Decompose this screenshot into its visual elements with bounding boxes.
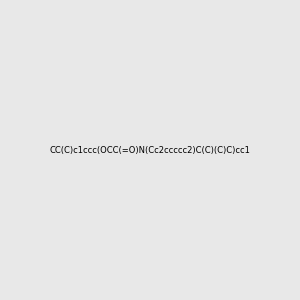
Text: CC(C)c1ccc(OCC(=O)N(Cc2ccccc2)C(C)(C)C)cc1: CC(C)c1ccc(OCC(=O)N(Cc2ccccc2)C(C)(C)C)c… xyxy=(50,146,250,154)
